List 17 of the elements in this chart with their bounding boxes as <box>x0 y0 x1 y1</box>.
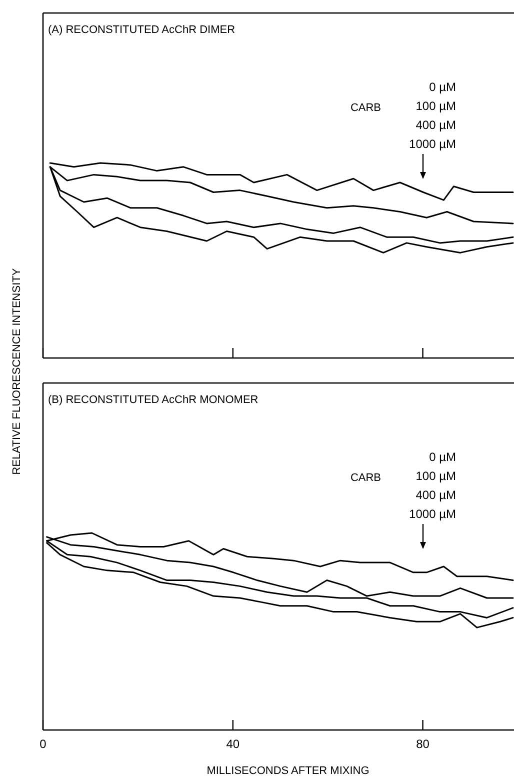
x-tick-label: 80 <box>416 737 430 751</box>
text: 400 µM <box>416 118 456 132</box>
text: 1000 µM <box>409 137 456 151</box>
legend-title: CARB <box>350 102 381 114</box>
chart-title: (A) RECONSTITUTED AcChR DIMER <box>48 24 236 36</box>
x-tick-label: 40 <box>226 737 240 751</box>
y-axis-title: RELATIVE FLUORESCENCE INTENSITY <box>11 268 23 475</box>
text: 400 µM <box>416 488 456 502</box>
text: 0 µM <box>429 80 456 94</box>
legend-title: CARB <box>350 472 381 484</box>
text: 1000 µM <box>409 507 456 521</box>
chart-title: (B) RECONSTITUTED AcChR MONOMER <box>48 394 258 406</box>
text: 0 µM <box>429 450 456 464</box>
text: 100 µM <box>416 99 456 113</box>
x-axis-title: MILLISECONDS AFTER MIXING <box>206 765 370 777</box>
x-tick-label: 0 <box>40 737 47 751</box>
text: 100 µM <box>416 469 456 483</box>
